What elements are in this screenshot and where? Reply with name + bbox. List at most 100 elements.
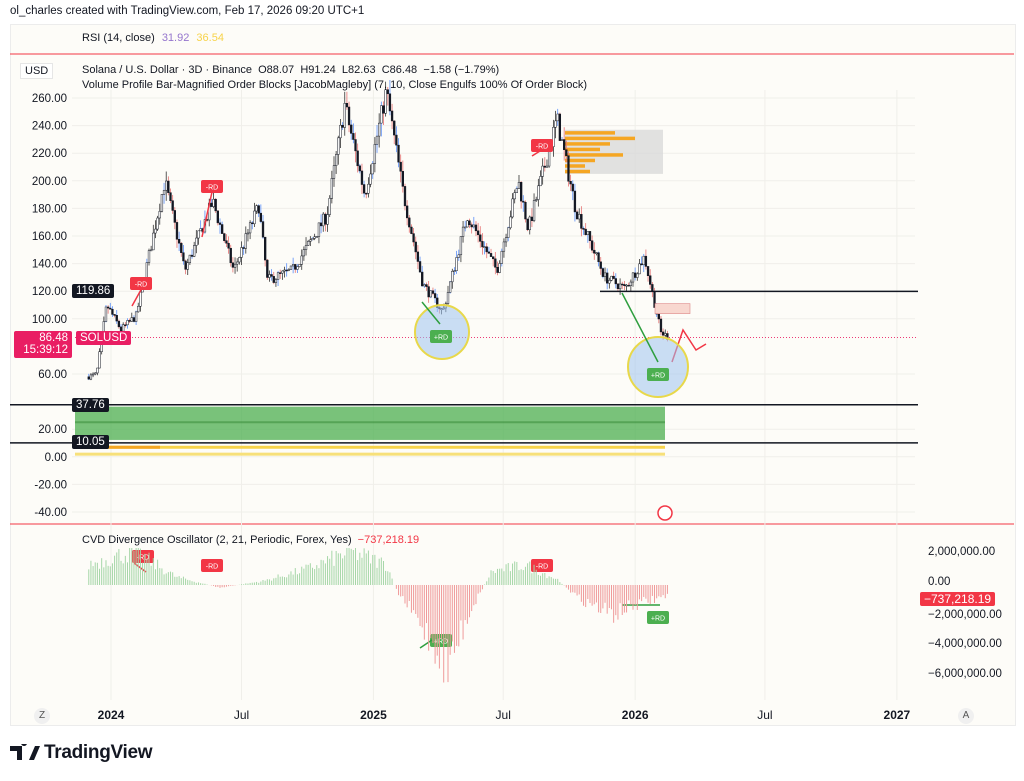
candle-body	[481, 241, 484, 248]
rsi-legend: RSI (14, close) 31.92 36.54	[82, 32, 224, 44]
candle-body	[519, 181, 523, 202]
bull-signal-badge	[430, 330, 452, 343]
candle-body	[296, 266, 299, 270]
candle-body	[132, 317, 136, 322]
candle-body	[414, 241, 417, 253]
candle-body	[623, 284, 626, 286]
candle-body	[106, 306, 110, 309]
candle-body	[375, 135, 379, 145]
candle-body	[156, 217, 159, 230]
candle-body	[492, 256, 495, 260]
candle-body	[575, 211, 579, 220]
candle-body	[489, 253, 493, 257]
candle-body	[638, 263, 641, 275]
candle-body	[539, 176, 542, 187]
tradingview-logo-icon	[10, 744, 40, 760]
candle-body	[365, 192, 368, 195]
bear-signal-badge	[531, 559, 553, 572]
cvd-divergence-line	[419, 639, 433, 649]
candle-body	[461, 226, 465, 237]
candle-body	[487, 251, 491, 254]
candle-body	[507, 227, 510, 238]
ohlc-open: O88.07	[258, 64, 295, 76]
candle-body	[225, 240, 228, 244]
y-tick-label: 100.00	[32, 314, 67, 326]
candle-body	[330, 178, 333, 199]
candle-body	[627, 284, 630, 287]
candle-body	[294, 264, 297, 270]
attribution: ol_charles created with TradingView.com,…	[10, 5, 365, 17]
candle-body	[175, 222, 179, 240]
candle-body	[317, 222, 321, 237]
candle-body	[464, 226, 467, 229]
candle-body	[543, 165, 546, 168]
candle-body	[496, 267, 499, 273]
bull-signal-label: +RD	[434, 335, 448, 342]
candle-body	[104, 306, 108, 322]
candle-body	[453, 270, 456, 272]
candle-body	[283, 269, 286, 272]
candle-body	[427, 286, 430, 298]
ohlc-high: H91.24	[300, 64, 336, 76]
candle-body	[150, 249, 153, 252]
candle-body	[210, 202, 213, 207]
candle-body	[98, 351, 101, 369]
bear-signal-label: -RD	[135, 282, 147, 289]
candle-body	[212, 198, 215, 207]
candle-body	[272, 276, 275, 283]
candle-body	[339, 124, 342, 139]
candle-body	[253, 210, 256, 225]
candle-body	[177, 239, 181, 244]
y-tick-label: 180.00	[32, 203, 67, 215]
candle-body	[474, 224, 478, 232]
bear-signal-badge	[130, 277, 152, 290]
candle-body	[451, 271, 454, 283]
y-tick-label: 20.00	[38, 424, 67, 436]
auto-scale-button[interactable]: A	[958, 708, 974, 724]
candle-body	[631, 272, 635, 283]
y-tick-label: 200.00	[32, 176, 67, 188]
candle-body	[165, 180, 168, 191]
symbol-legend: Solana / U.S. Dollar · 3D · Binance O88.…	[82, 64, 499, 76]
candle-body	[244, 233, 247, 249]
candle-body	[657, 313, 660, 320]
candle-body	[403, 186, 407, 207]
candle-body	[449, 281, 452, 293]
candle-body	[563, 139, 566, 150]
chart-frame[interactable]	[10, 24, 1016, 726]
candle-body	[134, 311, 138, 322]
currency-label[interactable]: USD	[20, 63, 54, 79]
candle-body	[126, 320, 129, 326]
candle-body	[468, 220, 471, 226]
cvd-legend: CVD Divergence Oscillator (2, 21, Period…	[82, 534, 419, 546]
candle-body	[567, 155, 570, 182]
candle-body	[554, 120, 557, 128]
y-tick-label: 160.00	[32, 231, 67, 243]
cvd-axis-label: 0.00	[928, 576, 951, 588]
candle-body	[571, 183, 574, 192]
candle-body	[504, 237, 508, 243]
candle-body	[483, 246, 486, 249]
candle-body	[326, 214, 329, 225]
zoom-reset-button[interactable]: Z	[34, 708, 50, 724]
candle-body	[595, 252, 598, 254]
candle-body	[307, 241, 310, 246]
volume-profile-bar	[565, 142, 610, 146]
candle-body	[399, 161, 402, 172]
price-change: −1.58 (−1.79%)	[423, 64, 500, 76]
candle-body	[472, 224, 475, 228]
tradingview-logo[interactable]: TradingView	[10, 742, 153, 764]
volume-profile-bar	[565, 153, 623, 157]
candle-body	[644, 255, 648, 267]
candle-body	[393, 120, 396, 136]
cvd-value: −737,218.19	[357, 534, 420, 546]
candle-body	[593, 249, 596, 254]
candle-body	[479, 234, 482, 242]
candle-body	[532, 200, 536, 221]
bear-signal-label: -RD	[206, 185, 218, 192]
candle-body	[130, 317, 133, 322]
ohlc-low: L82.63	[341, 64, 376, 76]
candle-body	[124, 324, 127, 326]
y-tick-label: 260.00	[32, 93, 67, 105]
